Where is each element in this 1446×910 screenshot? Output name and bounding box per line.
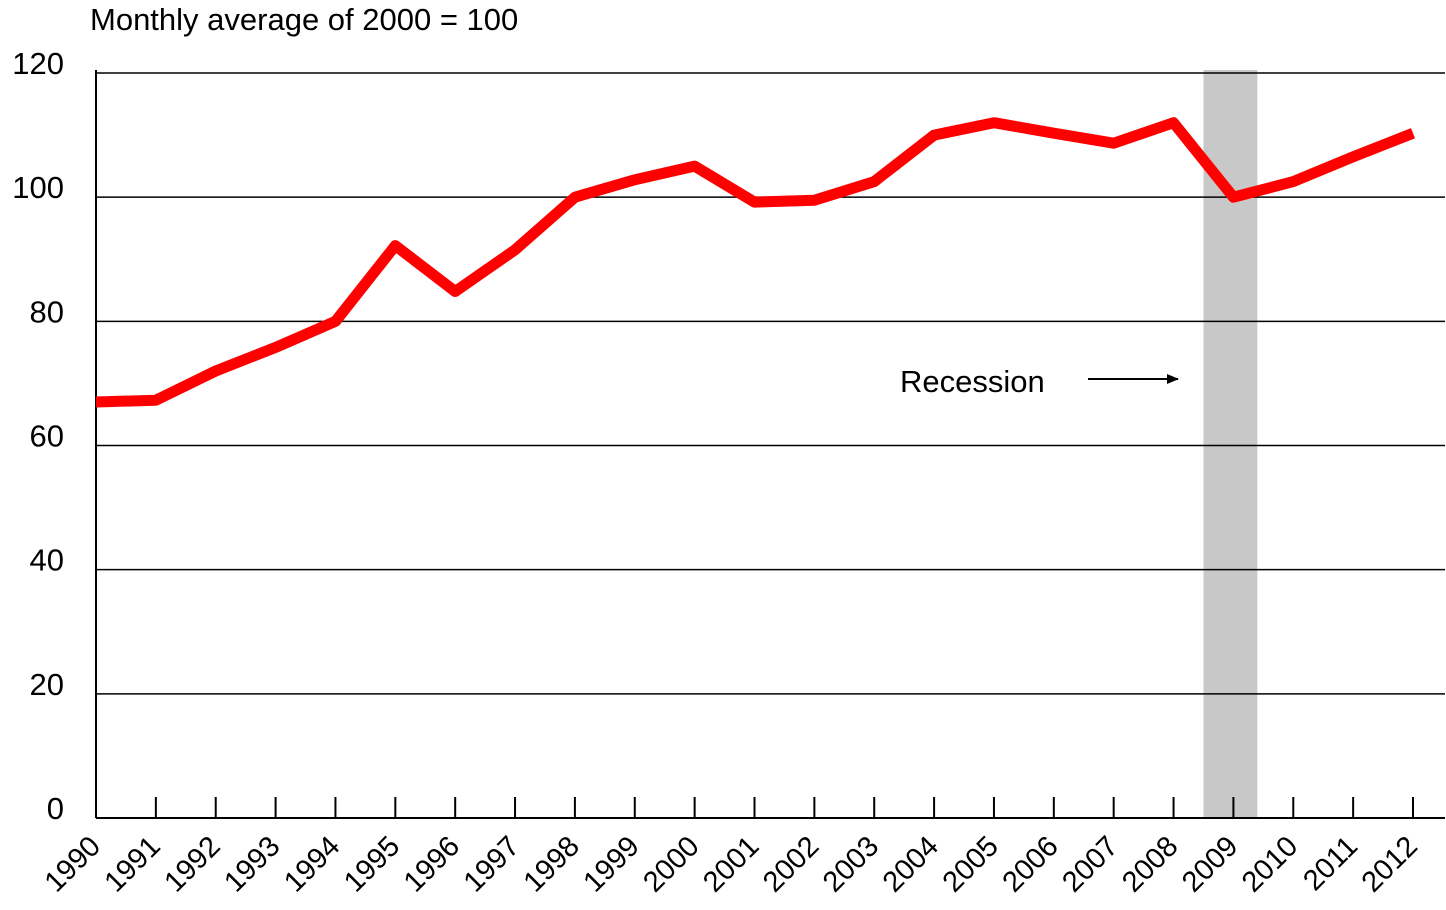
x-tick-label: 2009 bbox=[1176, 830, 1244, 898]
y-tick-label: 60 bbox=[30, 419, 64, 454]
y-tick-label: 20 bbox=[30, 667, 64, 702]
recession-band bbox=[1203, 70, 1258, 818]
y-tick-labels: 0 20 40 60 80 100 120 bbox=[12, 46, 64, 826]
x-tick-label: 1991 bbox=[99, 830, 167, 898]
x-tick-label: 2006 bbox=[997, 830, 1065, 898]
recession-annotation: Recession bbox=[900, 364, 1045, 399]
x-ticks bbox=[95, 797, 1414, 818]
y-tick-label: 100 bbox=[12, 170, 64, 205]
y-tick-label: 0 bbox=[47, 791, 64, 826]
x-tick-label: 1990 bbox=[39, 830, 107, 898]
x-tick-label: 1994 bbox=[278, 830, 346, 898]
x-tick-label: 2005 bbox=[937, 830, 1005, 898]
x-tick-label: 2007 bbox=[1056, 830, 1124, 898]
x-tick-label: 2001 bbox=[697, 830, 765, 898]
x-tick-label: 2000 bbox=[637, 830, 705, 898]
x-tick-label: 1995 bbox=[338, 830, 406, 898]
y-tick-label: 120 bbox=[12, 46, 64, 81]
x-tick-label: 1992 bbox=[158, 830, 226, 898]
y-tick-label: 80 bbox=[30, 294, 64, 329]
x-tick-label: 2012 bbox=[1356, 830, 1424, 898]
x-tick-label: 1996 bbox=[398, 830, 466, 898]
x-tick-label: 2010 bbox=[1236, 830, 1304, 898]
x-tick-label: 2003 bbox=[817, 830, 885, 898]
y-axis-label: Monthly average of 2000 = 100 bbox=[90, 2, 518, 37]
x-tick-label: 1999 bbox=[577, 830, 645, 898]
x-tick-label: 1993 bbox=[218, 830, 286, 898]
x-tick-label: 1997 bbox=[458, 830, 526, 898]
x-tick-labels: 1990199119921993199419951996199719981999… bbox=[39, 830, 1424, 898]
x-tick-label: 2002 bbox=[757, 830, 825, 898]
y-tick-label: 40 bbox=[30, 543, 64, 578]
x-tick-label: 2004 bbox=[877, 830, 945, 898]
series-line bbox=[95, 117, 1416, 408]
x-tick-label: 1998 bbox=[518, 830, 586, 898]
x-tick-label: 2011 bbox=[1297, 830, 1364, 897]
x-tick-label: 2008 bbox=[1116, 830, 1184, 898]
